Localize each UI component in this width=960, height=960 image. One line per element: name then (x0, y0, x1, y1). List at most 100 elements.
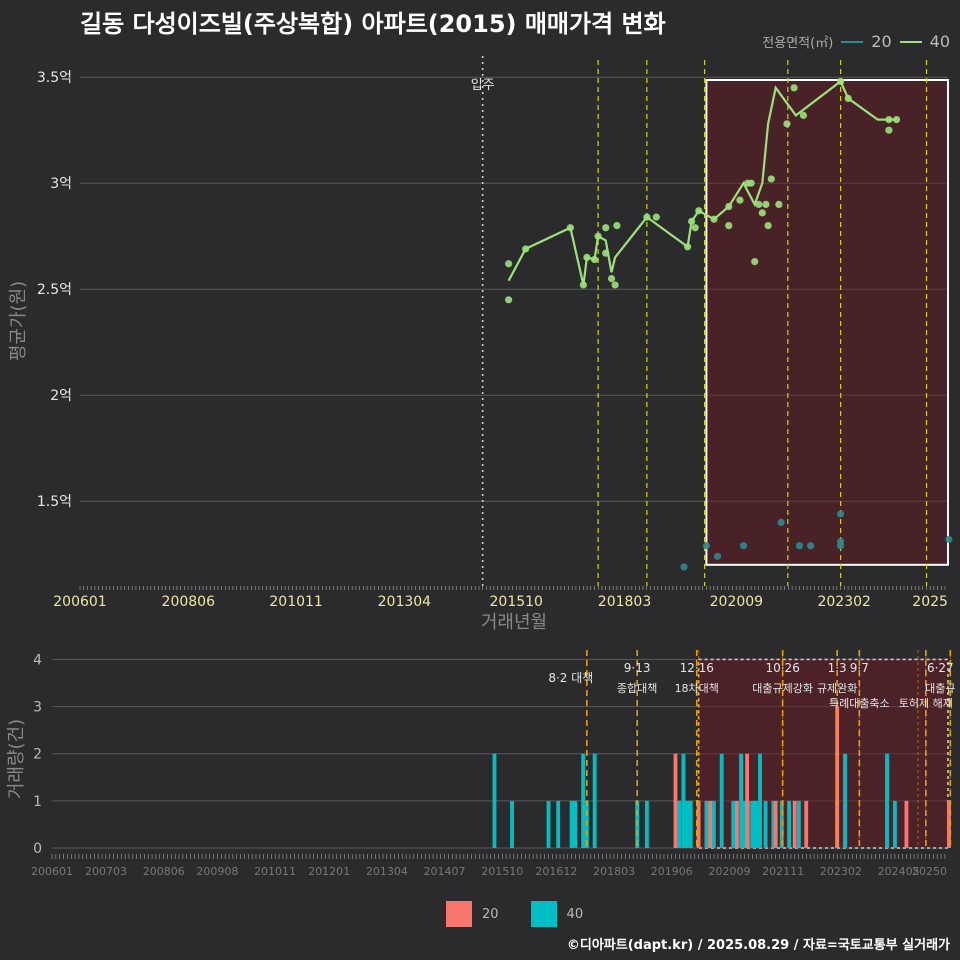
data-point-20 (837, 542, 845, 550)
legend-top-label-40: 40 (929, 32, 950, 51)
x-tick-label: 201803 (593, 865, 635, 878)
x-tick-label: 201407 (424, 865, 466, 878)
x-tick-label: 202302 (820, 865, 862, 878)
x-tick-label: 200806 (143, 865, 185, 878)
data-point-40 (695, 207, 703, 215)
bar-40 (885, 753, 889, 848)
bar-20 (835, 706, 840, 848)
bar-20 (735, 800, 739, 848)
y-axis-label: 거래량(건) (6, 719, 27, 799)
policy-date-label: 12·16 (680, 661, 714, 675)
y-tick-label: 4 (33, 652, 42, 668)
data-point-20 (680, 563, 688, 571)
x-tick-label: 200601 (31, 865, 73, 878)
data-point-20 (777, 518, 785, 527)
x-tick-label: 2025 (912, 594, 948, 610)
bar-40 (546, 800, 551, 848)
bar-40 (796, 800, 801, 848)
x-tick-label: 201304 (366, 865, 408, 878)
data-point-40 (767, 175, 775, 183)
bar-40 (731, 800, 736, 848)
bar-40 (754, 800, 759, 848)
y-tick-label: 3.5억 (37, 70, 72, 86)
bar-20 (745, 753, 750, 848)
bar-20 (708, 800, 713, 848)
data-point-40 (613, 222, 621, 230)
policy-desc-label: 18차대책 (675, 682, 719, 695)
data-point-40 (505, 296, 513, 304)
y-tick-label: 2.5억 (37, 282, 72, 298)
data-point-40 (892, 116, 901, 124)
x-tick-label: 201201 (308, 865, 350, 878)
bar-40 (569, 800, 574, 848)
data-point-40 (691, 224, 699, 232)
data-point-40 (643, 213, 651, 221)
policy-desc-label: 규제완화 (817, 682, 857, 695)
data-point-20 (795, 542, 804, 550)
data-point-40 (594, 232, 602, 240)
bar-40 (677, 800, 682, 848)
bar-20 (904, 800, 909, 848)
y-tick-label: 1 (33, 794, 42, 810)
y-tick-label: 3억 (50, 176, 72, 192)
data-point-40 (602, 249, 610, 257)
move-in-label: 입주 (471, 78, 495, 93)
bar-20 (673, 753, 678, 848)
data-point-40 (775, 200, 783, 208)
bar-40 (843, 753, 847, 848)
data-point-20 (837, 510, 845, 518)
bar-40 (763, 800, 768, 848)
policy-date-label: 6·27 (927, 661, 954, 675)
data-point-40 (885, 126, 893, 134)
legend-bottom-label-20: 20 (482, 906, 499, 922)
data-point-40 (790, 84, 798, 92)
policy-date-label: 9·13 (624, 661, 651, 675)
x-tick-label: 201304 (378, 594, 432, 610)
bar-40 (719, 753, 724, 848)
bar-40 (779, 800, 784, 848)
y-tick-label: 2억 (50, 388, 72, 404)
data-point-40 (710, 215, 718, 223)
x-tick-label: 201011 (254, 865, 296, 878)
y-tick-label: 0 (33, 841, 42, 857)
legend-top-label-20: 20 (871, 32, 892, 51)
data-point-40 (684, 243, 692, 251)
price-chart: 1.5억 2억 2.5억 3억 3.5억 200601 200806 201011 201304… (8, 56, 953, 633)
data-point-40 (590, 255, 599, 264)
bar-40 (771, 800, 776, 848)
bar-20 (792, 800, 797, 848)
data-point-40 (837, 77, 845, 86)
data-point-20 (739, 542, 748, 550)
x-axis-label: 거래년월 (481, 612, 547, 633)
bar-40 (581, 753, 586, 848)
y-axis-label: 평균가(원) (8, 281, 29, 361)
legend-top-swatch-40 (899, 40, 922, 43)
bar-40 (711, 800, 716, 848)
bar-40 (685, 800, 689, 848)
data-point-40 (799, 111, 808, 119)
bar-40 (758, 753, 762, 848)
legend-bottom-swatch-20 (446, 901, 472, 927)
data-point-20 (702, 542, 710, 550)
data-point-40 (844, 94, 852, 102)
data-point-40 (725, 202, 733, 211)
legend-bottom-label-40: 40 (566, 906, 584, 922)
y-tick-label: 2 (33, 747, 42, 763)
policy-date-label: 1·3 (828, 661, 847, 675)
bar-40 (556, 800, 561, 848)
x-tick-label: 201803 (598, 594, 651, 610)
bar-20 (946, 800, 951, 848)
data-point-40 (762, 200, 770, 208)
data-point-40 (579, 281, 587, 289)
x-tick-label: 202009 (709, 865, 751, 878)
data-point-40 (755, 200, 763, 208)
x-tick-label: 200806 (162, 594, 216, 610)
data-point-20 (713, 552, 722, 560)
data-point-40 (725, 222, 733, 230)
volume-chart: 0 1 2 3 4 200601 200703 200806 200908 201011 20120… (6, 650, 955, 878)
bar-40 (592, 753, 597, 848)
data-point-40 (688, 217, 696, 225)
bar-40 (492, 753, 497, 848)
x-tick-label: 20250 (912, 865, 947, 878)
footer-credit: ©디아파트(dapt.kr) / 2025.08.29 / 자료=국토교통부 실… (566, 938, 950, 953)
